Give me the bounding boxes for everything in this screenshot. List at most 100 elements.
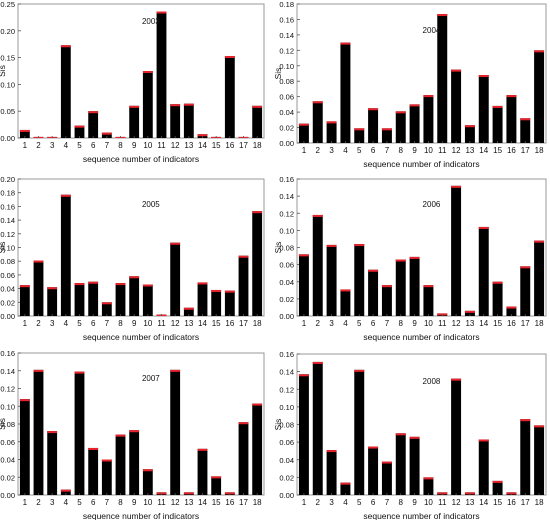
bar-6 (368, 108, 379, 143)
x-tick-label: 14 (198, 498, 207, 507)
y-tick-label: 0.05 (0, 107, 15, 116)
bar-top-14 (197, 448, 208, 451)
bar-10 (423, 95, 434, 143)
bar-top-17 (238, 255, 249, 258)
bar-5 (354, 369, 365, 495)
bar-top-18 (534, 50, 545, 53)
bar-top-5 (74, 371, 85, 374)
x-tick-label: 9 (412, 319, 417, 328)
bar-top-13 (464, 310, 475, 313)
bar-top-17 (520, 266, 531, 269)
bar-top-14 (478, 226, 489, 229)
x-tick-label: 17 (521, 319, 530, 328)
bar-6 (88, 281, 99, 316)
x-tick-label: 3 (50, 141, 55, 150)
bar-12 (170, 242, 181, 316)
bar-top-4 (340, 289, 351, 292)
y-tick-label: 0.00 (0, 491, 15, 500)
bar-top-8 (115, 283, 126, 286)
bar-1 (298, 123, 309, 143)
x-axis-label: sequence number of indicators (83, 511, 199, 520)
x-tick-label: 10 (424, 319, 433, 328)
x-tick-label: 5 (357, 146, 362, 155)
bar-1 (19, 399, 30, 495)
x-tick-label: 12 (171, 141, 180, 150)
y-tick-label: 0.10 (279, 403, 294, 412)
bar-top-3 (326, 450, 337, 453)
bar-12 (451, 378, 462, 495)
x-tick-label: 4 (343, 319, 348, 328)
x-tick-label: 2 (36, 319, 41, 328)
y-tick-label: 0.00 (0, 312, 15, 321)
bar-top-5 (354, 369, 365, 372)
x-tick-label: 4 (343, 146, 348, 155)
x-tick-label: 11 (157, 319, 166, 328)
y-axis-label: Sis (273, 242, 283, 254)
bar-4 (60, 194, 71, 316)
bar-9 (129, 276, 140, 316)
x-tick-label: 10 (143, 319, 152, 328)
bar-top-15 (211, 476, 222, 479)
bar-top-13 (464, 125, 475, 128)
y-tick-label: 0.08 (279, 421, 294, 430)
bar-top-1 (19, 399, 30, 402)
bar-top-10 (423, 477, 434, 480)
y-axis-label: Sis (0, 418, 7, 430)
y-tick-label: 0.02 (279, 295, 294, 304)
bar-17 (238, 422, 249, 495)
y-tick-label: 0.16 (279, 175, 294, 184)
bar-top-6 (88, 447, 99, 450)
y-tick-label: 0.06 (279, 93, 294, 102)
x-tick-label: 18 (253, 319, 262, 328)
bar-top-5 (74, 125, 85, 128)
x-tick-label: 5 (77, 319, 82, 328)
bar-top-14 (197, 282, 208, 285)
bar-top-18 (252, 105, 263, 108)
x-axis-label: sequence number of indicators (363, 511, 479, 520)
bar-3 (326, 450, 337, 495)
x-tick-label: 1 (302, 146, 307, 155)
x-tick-label: 2 (316, 498, 321, 507)
x-tick-label: 16 (507, 319, 516, 328)
bar-top-4 (340, 482, 351, 485)
x-tick-label: 4 (343, 498, 348, 507)
x-tick-label: 14 (479, 498, 488, 507)
x-tick-label: 16 (225, 141, 234, 150)
bar-8 (115, 434, 126, 495)
x-tick-label: 12 (452, 498, 461, 507)
bar-14 (478, 439, 489, 495)
bar-top-6 (368, 269, 379, 272)
bar-top-3 (326, 121, 337, 124)
bar-top-9 (129, 105, 140, 108)
chart-2005: 0.00 0.02 0.04 0.06 0.08 0.10 0.12 0.14 0.16 0.18… (0, 175, 265, 342)
bar-14 (478, 226, 489, 316)
bar-top-8 (395, 111, 406, 114)
bar-top-9 (129, 430, 140, 433)
y-tick-label: 0.12 (279, 209, 294, 218)
bar-16 (506, 95, 517, 143)
bar-top-4 (60, 194, 71, 197)
y-tick-label: 0.15 (0, 54, 15, 63)
bar-5 (74, 125, 85, 138)
bar-top-17 (520, 118, 531, 121)
bar-1 (19, 285, 30, 316)
x-tick-label: 8 (399, 146, 404, 155)
bar-14 (478, 75, 489, 143)
y-tick-label: 0.10 (0, 244, 15, 253)
x-tick-label: 9 (412, 498, 417, 507)
x-tick-label: 1 (23, 498, 28, 507)
x-tick-label: 7 (385, 498, 390, 507)
x-tick-label: 11 (157, 498, 166, 507)
y-tick-label: 0.14 (0, 367, 15, 376)
bar-top-10 (142, 469, 153, 472)
y-tick-label: 0.08 (279, 77, 294, 86)
bar-4 (60, 45, 71, 138)
bar-top-16 (224, 290, 235, 293)
y-tick-label: 0.14 (279, 368, 294, 377)
x-tick-label: 9 (412, 146, 417, 155)
x-tick-label: 18 (535, 146, 544, 155)
bar-4 (340, 42, 351, 143)
bar-top-5 (74, 283, 85, 286)
y-tick-label: 0.20 (0, 175, 15, 184)
y-tick-label: 0.06 (0, 271, 15, 280)
